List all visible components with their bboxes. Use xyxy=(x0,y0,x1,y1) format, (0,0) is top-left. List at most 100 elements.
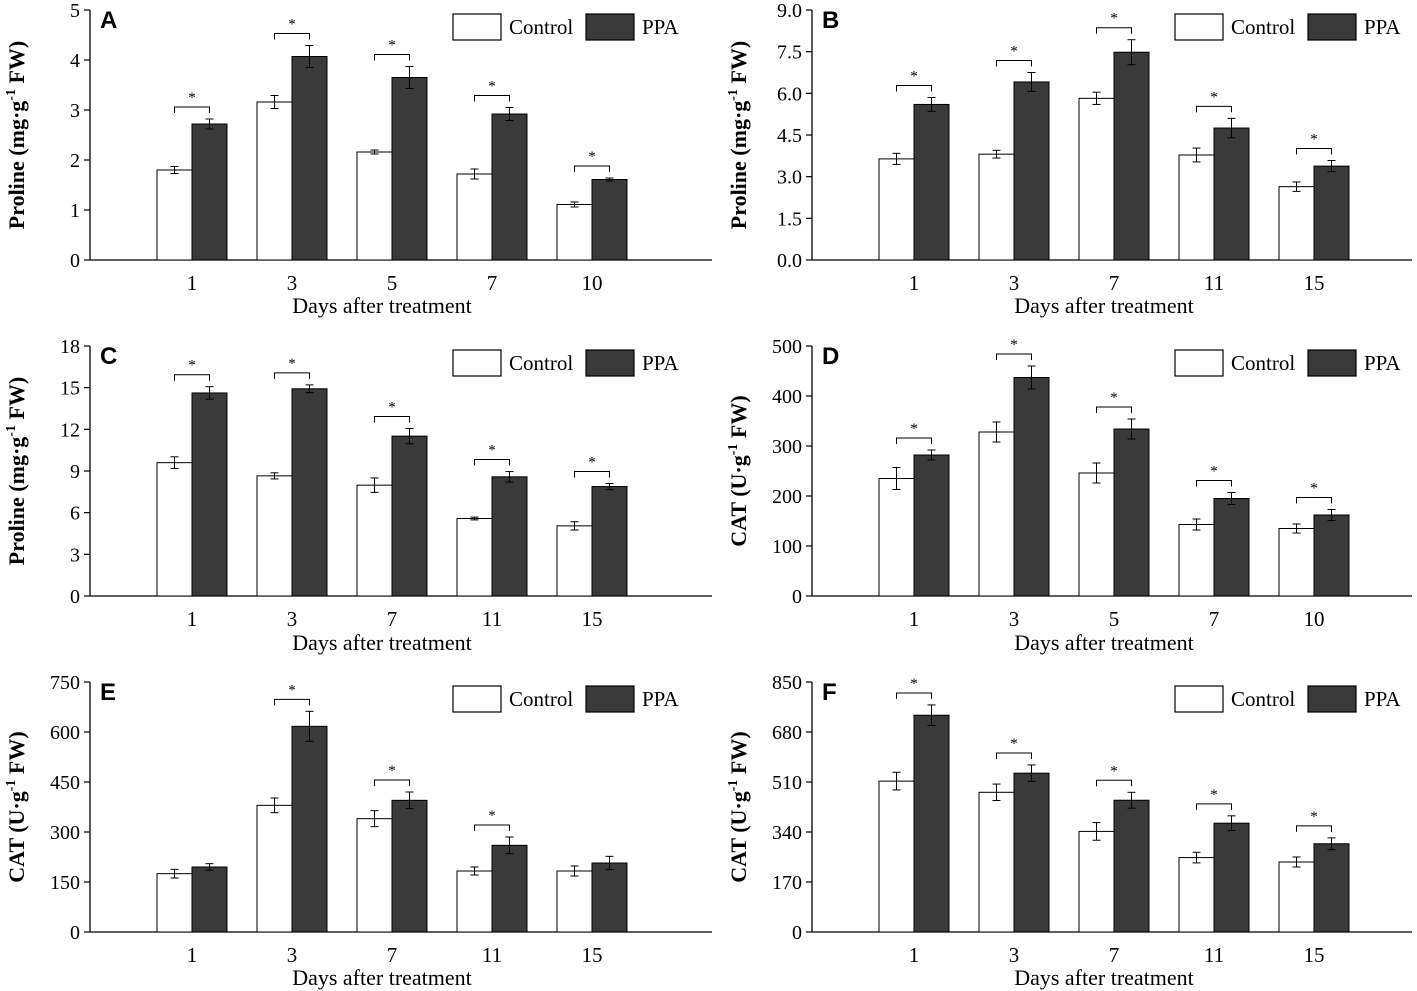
error-bar xyxy=(1292,181,1301,192)
error-bar xyxy=(470,866,479,876)
legend: Control PPA xyxy=(1174,13,1401,41)
significance-star: * xyxy=(910,676,918,692)
significance-star: * xyxy=(1310,481,1318,497)
error-bar xyxy=(892,467,901,490)
y-tick-label: 510 xyxy=(772,772,802,794)
significance-bracket: * xyxy=(1096,390,1132,413)
bar-control-day-15 xyxy=(1278,186,1315,261)
error-bar xyxy=(1092,91,1101,105)
panel-letter: F xyxy=(822,679,837,706)
y-axis-title: CAT (U·g-1 FW) xyxy=(4,731,29,882)
error-bar xyxy=(570,865,579,877)
significance-bracket: * xyxy=(996,337,1032,360)
significance-star: * xyxy=(488,808,496,824)
bar-ppa-day-1 xyxy=(913,454,950,597)
significance-bracket: * xyxy=(474,79,510,102)
error-bar xyxy=(470,516,479,521)
significance-bracket: * xyxy=(996,736,1032,759)
bar-ppa-day-3 xyxy=(1013,772,1050,933)
y-tick-label: 3.0 xyxy=(777,167,802,189)
significance-star: * xyxy=(1210,787,1218,803)
x-tick-label: 7 xyxy=(387,607,398,631)
significance-bracket: * xyxy=(174,90,210,113)
x-tick-label: 1 xyxy=(909,943,920,967)
y-axis-title: Proline (mg·g-1 FW) xyxy=(726,41,751,229)
x-axis-title: Days after treatment xyxy=(1014,630,1194,655)
error-bar xyxy=(1327,160,1336,173)
x-tick-label: 7 xyxy=(1209,607,1220,631)
error-bar xyxy=(1092,462,1101,484)
y-tick-label: 170 xyxy=(772,872,802,894)
x-tick-label: 15 xyxy=(1304,271,1325,295)
error-bar xyxy=(1127,418,1136,440)
significance-bracket: * xyxy=(1196,89,1232,113)
significance-star: * xyxy=(588,455,596,471)
significance-star: * xyxy=(1310,809,1318,825)
significance-bracket: * xyxy=(1296,132,1332,155)
legend-label-ppa: PPA xyxy=(1364,351,1401,375)
x-tick-label: 15 xyxy=(582,943,603,967)
significance-bracket: * xyxy=(274,17,310,40)
y-tick-label: 750 xyxy=(50,672,80,694)
error-bar xyxy=(605,855,614,871)
bar-control-day-11 xyxy=(1178,154,1215,261)
error-bar xyxy=(270,797,279,814)
error-bar xyxy=(927,704,936,727)
significance-bracket: * xyxy=(1296,481,1332,504)
significance-bracket: * xyxy=(996,44,1032,67)
bar-ppa-day-11 xyxy=(1213,822,1250,933)
x-tick-label: 3 xyxy=(1009,271,1020,295)
x-tick-label: 11 xyxy=(482,943,502,967)
bar-ppa-day-15 xyxy=(591,486,628,597)
x-tick-label: 7 xyxy=(387,943,398,967)
bar-ppa-day-1 xyxy=(913,103,950,261)
x-tick-label: 1 xyxy=(909,271,920,295)
legend: Control PPA xyxy=(452,685,679,713)
x-tick-label: 7 xyxy=(487,271,498,295)
error-bar xyxy=(892,771,901,791)
error-bar xyxy=(370,810,379,828)
significance-bracket: * xyxy=(1296,809,1332,832)
bar-control-day-7 xyxy=(1178,524,1215,597)
bar-ppa-day-7 xyxy=(1213,498,1250,597)
error-bar xyxy=(1192,851,1201,864)
panel-letter: E xyxy=(100,679,116,706)
bar-control-day-1 xyxy=(878,158,915,261)
bar-control-day-10 xyxy=(556,204,593,261)
error-bar xyxy=(1227,117,1236,139)
significance-star: * xyxy=(1010,736,1018,752)
panel-letter: B xyxy=(822,7,839,34)
error-bar xyxy=(1027,365,1036,390)
x-tick-label: 3 xyxy=(287,607,298,631)
y-tick-label: 9.0 xyxy=(777,0,802,22)
legend-label-control: Control xyxy=(1231,15,1295,39)
error-bar xyxy=(927,97,936,112)
significance-bracket: * xyxy=(574,149,610,172)
error-bar xyxy=(305,384,314,394)
y-tick-label: 680 xyxy=(772,722,802,744)
legend-swatch-ppa xyxy=(1307,13,1357,41)
significance-star: * xyxy=(388,763,396,779)
bar-control-day-3 xyxy=(978,153,1015,261)
bar-control-day-7 xyxy=(456,173,493,261)
y-tick-label: 12 xyxy=(60,419,80,441)
y-tick-label: 200 xyxy=(772,486,802,508)
y-tick-label: 0 xyxy=(792,922,802,944)
error-bar xyxy=(1327,509,1336,521)
bar-ppa-day-7 xyxy=(391,435,428,597)
error-bar xyxy=(570,521,579,531)
bar-control-day-1 xyxy=(878,780,915,933)
panel-e: 0 150 300 450 600 750 CAT (U·g-1 FW) Days after… xyxy=(4,672,712,990)
x-tick-label: 3 xyxy=(287,943,298,967)
bar-ppa-day-15 xyxy=(591,862,628,933)
bar-control-day-3 xyxy=(256,101,293,261)
legend-label-ppa: PPA xyxy=(642,687,679,711)
legend-label-control: Control xyxy=(1231,351,1295,375)
bar-control-day-1 xyxy=(156,169,193,261)
panel-d: 0 100 200 300 400 500 CAT (U·g-1 FW) Days after… xyxy=(726,336,1412,655)
error-bar xyxy=(270,472,279,480)
significance-star: * xyxy=(488,443,496,459)
legend-label-ppa: PPA xyxy=(1364,15,1401,39)
error-bar xyxy=(205,863,214,871)
x-tick-label: 10 xyxy=(582,271,603,295)
